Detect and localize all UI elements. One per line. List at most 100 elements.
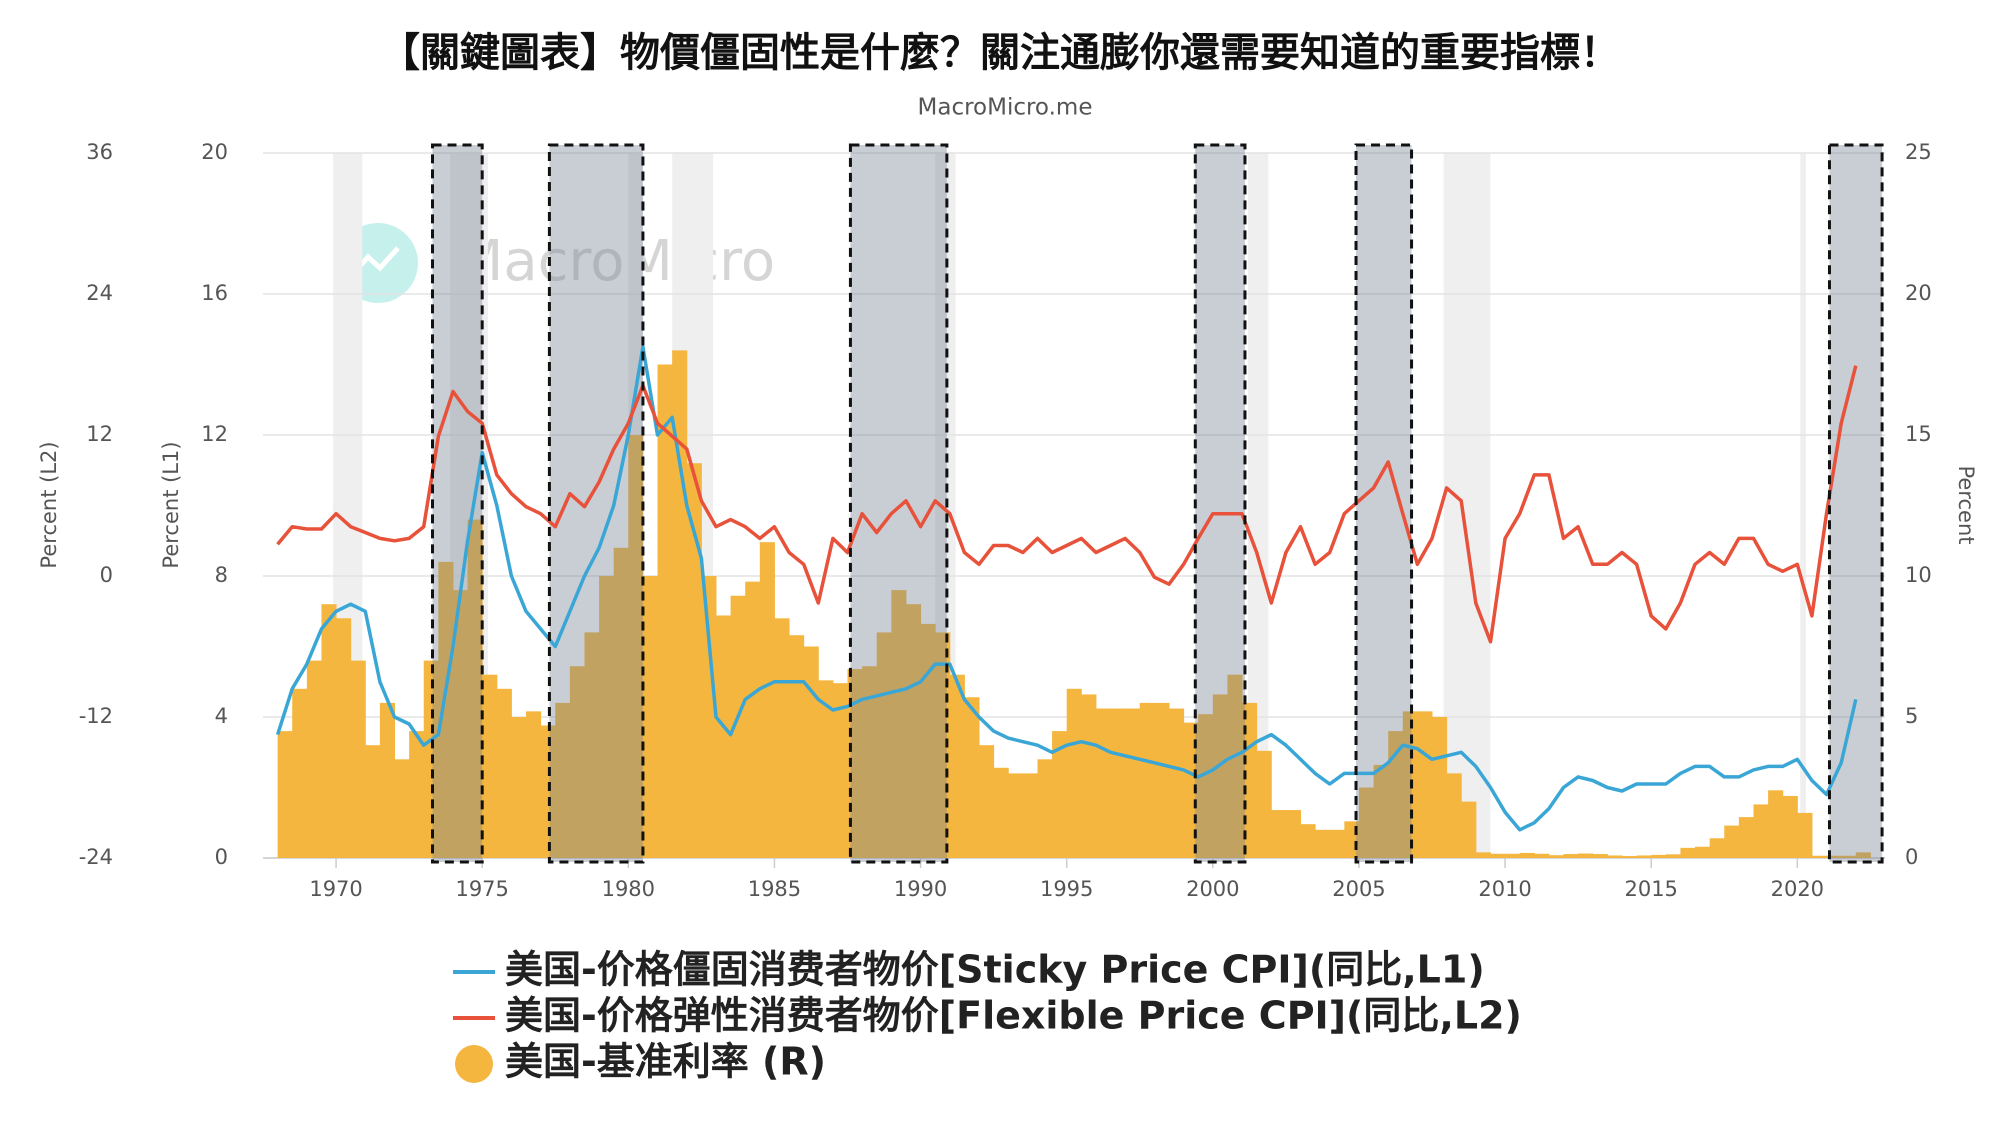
legend-label: 美国-价格僵固消费者物价[Sticky Price CPI](同比,L1) <box>505 948 1485 992</box>
rate-bar <box>394 759 410 858</box>
y-tick-label: 16 <box>201 281 228 305</box>
rate-bar <box>1724 825 1740 858</box>
rate-bar <box>1066 688 1082 858</box>
highlight-fill <box>549 145 643 862</box>
y-tick-label: 0 <box>215 845 228 869</box>
x-tick-label: 1990 <box>894 877 947 901</box>
rate-bar <box>555 702 571 858</box>
chart-subtitle: MacroMicro.me <box>918 95 1093 121</box>
rate-bar <box>613 547 629 858</box>
chart-title: 【關鍵圖表】物價僵固性是什麼？關注通膨你還需要知道的重要指標！ <box>380 30 1620 76</box>
watermark-text: MacroMicro <box>455 229 775 294</box>
rate-bar <box>789 635 805 858</box>
rate-bar <box>379 702 396 858</box>
rate-bar <box>1578 853 1594 858</box>
x-tick-label: 2020 <box>1771 877 1824 901</box>
rate-bar <box>1636 855 1652 858</box>
y2-tick-label: 20 <box>1905 281 1932 305</box>
y2-tick-label: 10 <box>1905 563 1932 587</box>
rate-bar <box>715 615 732 858</box>
rate-bar <box>277 731 293 858</box>
rate-bar <box>409 731 425 858</box>
x-tick-label: 2015 <box>1624 877 1677 901</box>
y3-tick-label: 36 <box>86 140 113 164</box>
y-tick-label: 20 <box>201 140 228 164</box>
rate-bar <box>1592 854 1608 858</box>
rate-bar <box>321 604 337 858</box>
y3-tick-label: -12 <box>79 704 113 728</box>
rate-bar <box>584 632 600 858</box>
rate-bar <box>1329 829 1345 858</box>
rate-bar <box>1110 708 1126 858</box>
y2-tick-label: 25 <box>1905 140 1932 164</box>
rate-bar <box>657 364 673 858</box>
cpi-line <box>275 345 1858 832</box>
rate-bar <box>745 581 761 858</box>
rate-bar <box>1417 711 1433 858</box>
x-tick-label: 1980 <box>602 877 655 901</box>
rate-bar <box>701 576 717 858</box>
rate-bar <box>1227 674 1243 858</box>
y-tick-label: 4 <box>215 704 228 728</box>
rate-bar <box>1709 838 1725 858</box>
rate-bar <box>979 745 995 858</box>
rate-bar <box>1373 764 1389 858</box>
rate-bar <box>1753 804 1769 858</box>
rate-bar <box>526 711 542 858</box>
rate-bar <box>1768 790 1784 858</box>
rate-bar <box>569 666 585 858</box>
rate-bar <box>540 725 556 858</box>
rate-bar <box>1563 854 1579 858</box>
rate-bar <box>774 618 790 858</box>
rate-bar <box>1519 852 1535 858</box>
rate-bar <box>1548 855 1565 858</box>
y2-axis-title: Percent <box>1954 465 1978 544</box>
y3-tick-label: 0 <box>100 563 113 587</box>
rate-bar <box>599 576 615 858</box>
rate-bar <box>1782 795 1798 858</box>
rate-bar <box>1446 773 1462 858</box>
rate-bar <box>803 646 819 858</box>
rate-bar <box>1315 829 1331 858</box>
rate-bar <box>1022 773 1038 858</box>
rate-bar <box>686 463 702 858</box>
highlight-box <box>848 143 949 864</box>
rate-bar <box>1621 856 1638 858</box>
rate-bar <box>350 660 366 858</box>
y3-tick-label: -24 <box>79 845 113 869</box>
rate-bar <box>920 623 936 858</box>
rate-bar <box>1461 801 1477 858</box>
rate-bar <box>1198 714 1214 858</box>
rate-bar <box>1841 855 1857 858</box>
rate-bar <box>1037 759 1053 858</box>
rate-bar <box>1168 708 1185 858</box>
y3-tick-label: 24 <box>86 281 113 305</box>
recession-band <box>1443 153 1491 858</box>
rate-bar <box>1665 854 1681 858</box>
legend-marker <box>455 1045 493 1083</box>
highlight-box <box>1193 143 1247 864</box>
rate-bar <box>1855 852 1871 858</box>
rate-bar <box>876 632 892 858</box>
rate-bar <box>1300 824 1316 858</box>
rate-bar <box>1826 855 1842 858</box>
rate-bar <box>1154 702 1170 858</box>
legend-label: 美国-基准利率 (R) <box>505 1040 826 1084</box>
rate-bar <box>1432 717 1448 858</box>
highlight-box <box>431 143 484 864</box>
x-tick-label: 1975 <box>455 877 508 901</box>
rate-bar <box>759 542 775 858</box>
rate-bar <box>365 745 381 858</box>
cpi-line <box>276 365 1858 644</box>
y3-axis-title: Percent (L2) <box>37 441 61 568</box>
rate-bar <box>1388 731 1404 858</box>
recession-band <box>1800 153 1807 858</box>
rate-bar <box>1505 853 1521 858</box>
rate-bar <box>1358 787 1375 858</box>
rate-bar <box>832 683 849 858</box>
rate-bar <box>1081 694 1097 858</box>
rate-bar <box>1256 750 1272 858</box>
rate-bar <box>1139 702 1155 858</box>
rate-bar <box>1651 854 1667 858</box>
